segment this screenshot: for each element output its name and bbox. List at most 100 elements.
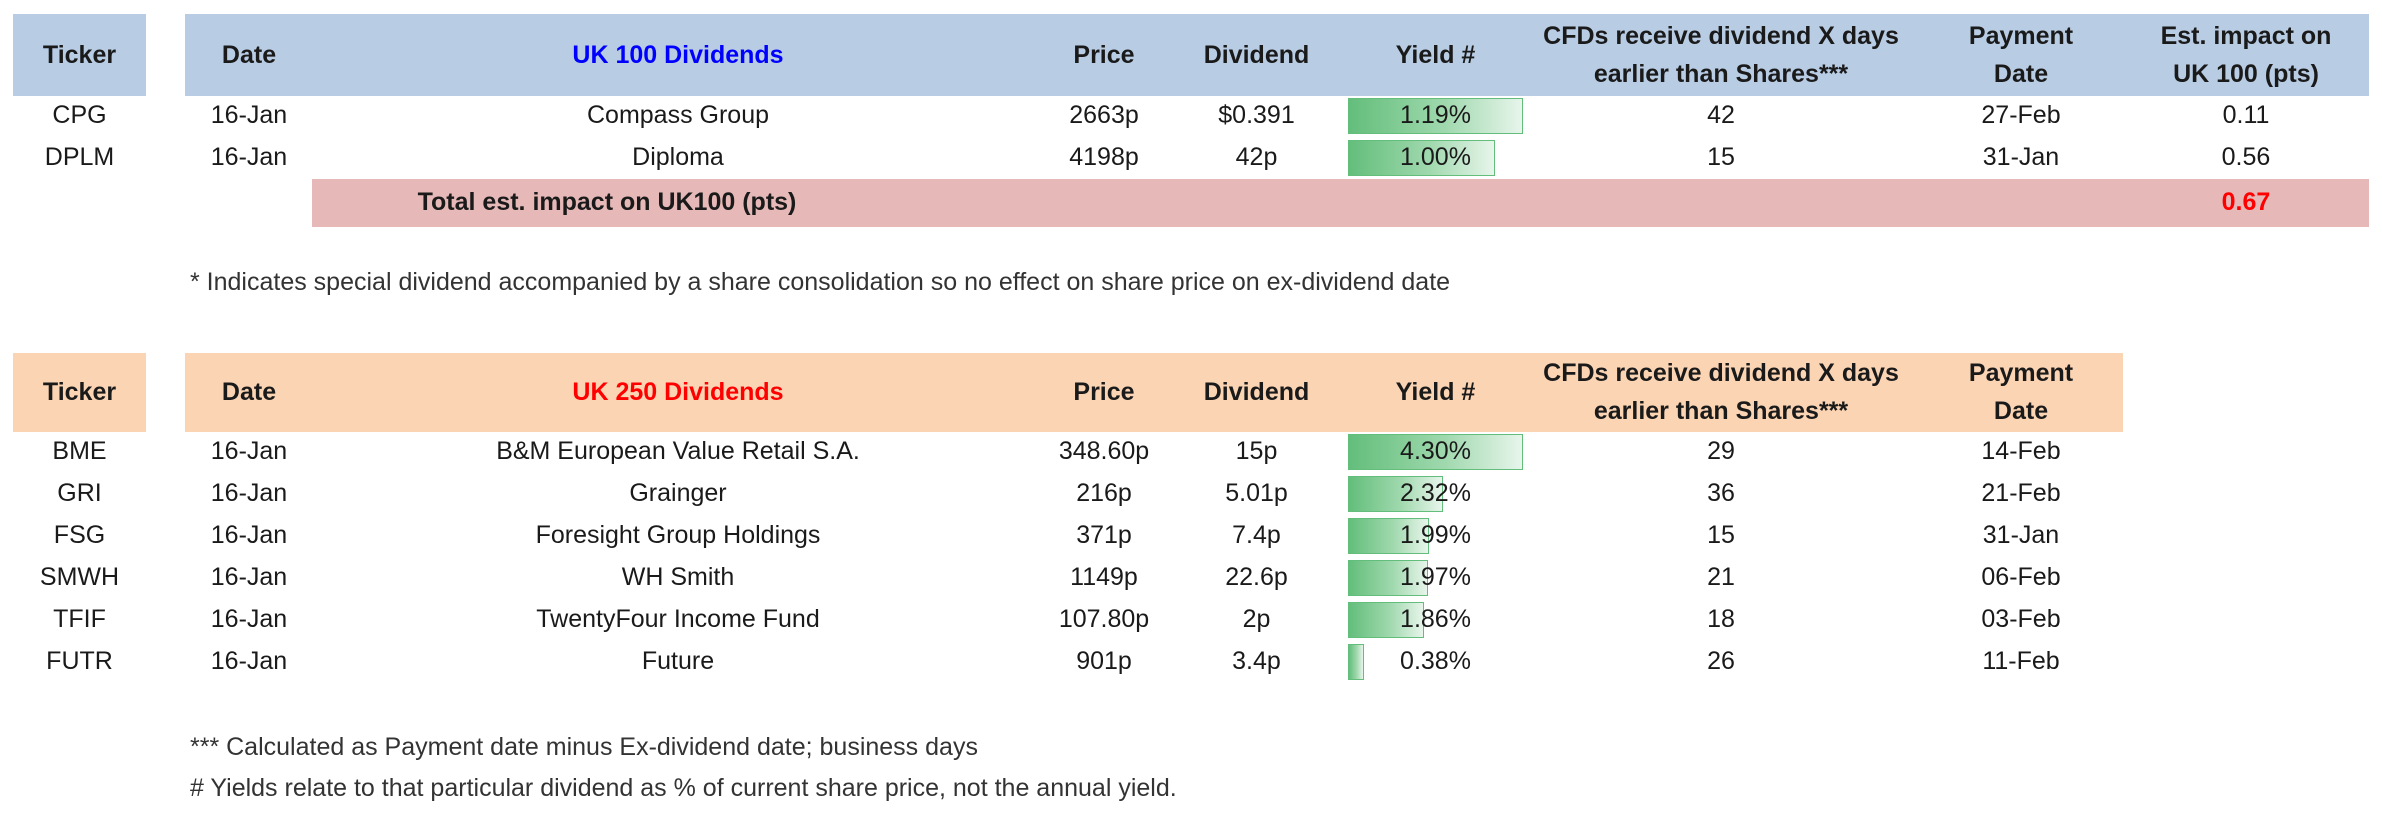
dividend-cell: 7.4p: [1232, 521, 1281, 549]
impact-cell: 0.11: [2222, 101, 2270, 129]
company-cell: Future: [641, 647, 715, 675]
company-cell: Diploma: [632, 143, 724, 171]
yield-databar: [1348, 98, 1523, 134]
payment-date-cell: 27-Feb: [1981, 101, 2061, 129]
uk100-payment-header-line2: Date: [1993, 60, 2049, 88]
uk100-ticker-header: Ticker: [42, 41, 117, 69]
uk100-date-header: Date: [221, 41, 277, 69]
company-cell: WH Smith: [621, 563, 735, 591]
yield-cell: 1.86%: [1400, 605, 1471, 633]
uk250-cfd-header: CFDs receive dividend X days earlier tha…: [1523, 354, 1919, 430]
special-dividend-note: * Indicates special dividend accompanied…: [190, 268, 1451, 296]
date-cell: 16-Jan: [210, 143, 288, 171]
yield-cell: 1.19%: [1400, 101, 1471, 129]
uk250-date-header: Date: [221, 378, 277, 406]
price-cell: 348.60p: [1058, 437, 1150, 465]
yield-databar: [1348, 560, 1428, 596]
payment-date-cell: 06-Feb: [1981, 563, 2061, 591]
uk250-payment-header-line2: Date: [1993, 397, 2049, 425]
uk100-total-value: 0.67: [2221, 188, 2271, 216]
date-cell: 16-Jan: [210, 101, 288, 129]
price-cell: 4198p: [1069, 143, 1139, 171]
uk250-yield-header: Yield #: [1395, 378, 1476, 406]
payment-date-cell: 31-Jan: [1982, 521, 2060, 549]
yield-cell: 0.38%: [1400, 647, 1471, 675]
yield-footnote: # Yields relate to that particular divid…: [190, 774, 1177, 802]
cfd-days-cell: 15: [1707, 521, 1735, 549]
price-cell: 1149p: [1070, 563, 1138, 591]
date-cell: 16-Jan: [210, 605, 288, 633]
yield-databar: [1348, 602, 1424, 638]
price-cell: 371p: [1076, 521, 1132, 549]
yield-databar: [1348, 140, 1495, 176]
cfd-days-cell: 29: [1707, 437, 1735, 465]
cfd-days-cell: 26: [1707, 647, 1735, 675]
date-cell: 16-Jan: [210, 521, 288, 549]
company-cell: Foresight Group Holdings: [535, 521, 821, 549]
date-cell: 16-Jan: [210, 563, 288, 591]
dividend-cell: $0.391: [1218, 101, 1295, 129]
dividend-cell: 22.6p: [1225, 563, 1288, 591]
uk250-ticker-header: Ticker: [42, 378, 117, 406]
uk100-payment-header: Payment Date: [1919, 17, 2123, 93]
uk100-ticker-header-bg: [13, 14, 146, 96]
uk250-ticker-header-bg: [13, 353, 146, 432]
ticker-cell: TFIF: [53, 605, 106, 633]
uk100-impact-header: Est. impact on UK 100 (pts): [2123, 17, 2369, 93]
dividend-cell: 2p: [1242, 605, 1271, 633]
uk100-cfd-header-line1: CFDs receive dividend X days: [1543, 22, 1899, 50]
uk100-cfd-header: CFDs receive dividend X days earlier tha…: [1523, 17, 1919, 93]
uk100-impact-header-line1: Est. impact on: [2160, 22, 2332, 50]
uk100-total-row: [312, 179, 2369, 227]
cfd-days-cell: 42: [1707, 101, 1735, 129]
ticker-cell: BME: [52, 437, 107, 465]
date-cell: 16-Jan: [210, 437, 288, 465]
ticker-cell: FUTR: [46, 647, 113, 675]
cfd-days-cell: 15: [1707, 143, 1735, 171]
yield-cell: 1.97%: [1400, 563, 1471, 591]
dividend-cell: 5.01p: [1225, 479, 1288, 507]
uk250-payment-header: Payment Date: [1919, 354, 2123, 430]
uk100-impact-header-line2: UK 100 (pts): [2173, 60, 2319, 88]
date-cell: 16-Jan: [210, 479, 288, 507]
payment-date-cell: 21-Feb: [1981, 479, 2061, 507]
yield-cell: 1.00%: [1400, 143, 1471, 171]
yield-cell: 4.30%: [1400, 437, 1471, 465]
uk100-total-label: Total est. impact on UK100 (pts): [417, 188, 797, 216]
price-cell: 107.80p: [1058, 605, 1150, 633]
uk100-price-header: Price: [1073, 41, 1135, 69]
uk100-cfd-header-line2: earlier than Shares***: [1593, 60, 1849, 88]
uk250-title: UK 250 Dividends: [572, 378, 784, 406]
uk250-cfd-header-line1: CFDs receive dividend X days: [1543, 359, 1899, 387]
yield-databar: [1348, 476, 1443, 512]
uk250-payment-header-line1: Payment: [1968, 359, 2074, 387]
uk250-cfd-header-line2: earlier than Shares***: [1593, 397, 1849, 425]
company-cell: Compass Group: [586, 101, 770, 129]
payment-date-cell: 03-Feb: [1981, 605, 2061, 633]
uk100-dividend-header: Dividend: [1203, 41, 1310, 69]
yield-cell: 1.99%: [1400, 521, 1471, 549]
uk250-price-header: Price: [1073, 378, 1135, 406]
cfd-days-cell: 36: [1707, 479, 1735, 507]
uk250-dividend-header: Dividend: [1203, 378, 1310, 406]
ticker-cell: SMWH: [39, 563, 120, 591]
uk100-header-bg: [185, 14, 2369, 96]
calculation-footnote: *** Calculated as Payment date minus Ex-…: [190, 733, 978, 761]
uk100-title: UK 100 Dividends: [572, 41, 784, 69]
company-cell: Grainger: [629, 479, 727, 507]
price-cell: 2663p: [1069, 101, 1139, 129]
ticker-cell: FSG: [53, 521, 106, 549]
cfd-days-cell: 18: [1707, 605, 1735, 633]
yield-databar: [1348, 434, 1523, 470]
price-cell: 216p: [1076, 479, 1132, 507]
dividend-cell: 3.4p: [1232, 647, 1281, 675]
payment-date-cell: 31-Jan: [1982, 143, 2060, 171]
yield-databar: [1348, 644, 1364, 680]
company-cell: TwentyFour Income Fund: [536, 605, 820, 633]
cfd-days-cell: 21: [1707, 563, 1735, 591]
price-cell: 901p: [1076, 647, 1132, 675]
payment-date-cell: 14-Feb: [1981, 437, 2061, 465]
yield-databar: [1348, 518, 1429, 554]
uk100-yield-header: Yield #: [1395, 41, 1476, 69]
payment-date-cell: 11-Feb: [1982, 647, 2060, 675]
